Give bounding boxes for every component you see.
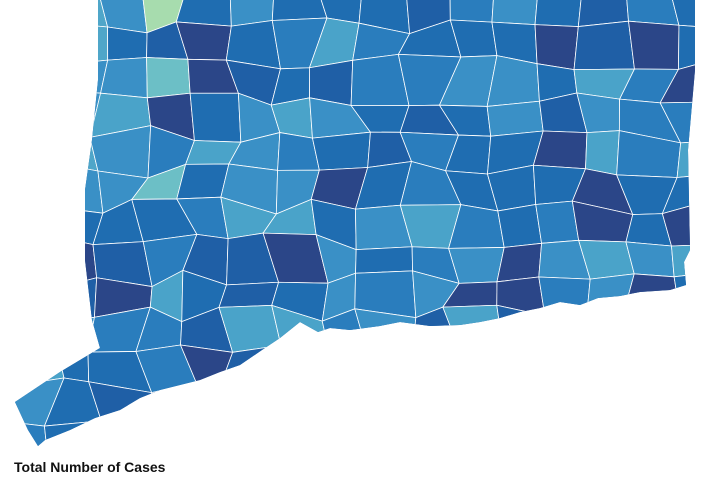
town [394,377,459,429]
town [44,88,102,142]
town [573,20,635,70]
town [449,0,495,23]
town [15,233,63,288]
town [669,0,695,29]
town [15,313,64,351]
town [496,304,546,351]
town [271,0,328,21]
town [44,136,99,172]
town [309,341,367,384]
town [486,100,544,137]
town [442,304,504,351]
town [675,343,695,395]
town [534,0,583,27]
town [146,57,191,99]
town [588,412,638,446]
town [440,387,501,420]
town [61,277,98,321]
town [270,418,326,446]
town [659,101,695,144]
town [532,130,588,170]
town [176,163,230,200]
town [535,412,590,446]
town [310,413,369,446]
town [678,24,695,70]
town [587,306,632,358]
town [353,413,411,446]
town [677,314,695,345]
town [628,20,680,70]
towns [15,0,695,446]
town [621,314,681,358]
town [491,0,539,26]
town [15,162,61,209]
town [15,133,58,171]
town [673,271,695,320]
town [43,420,106,446]
town [55,316,95,353]
town [627,393,677,422]
town [220,377,274,420]
town [538,276,591,317]
town [180,414,239,446]
town [676,140,695,178]
town [15,277,64,321]
town [659,415,695,446]
town [394,413,459,446]
town [585,383,638,418]
town [272,341,328,388]
town [395,342,458,389]
town [585,130,620,176]
town [492,348,546,393]
town [15,61,55,99]
town [107,26,148,61]
town [100,419,144,446]
town [15,21,55,66]
town [15,0,55,27]
town [659,57,695,104]
town [309,380,363,426]
town [52,0,109,28]
town [454,413,503,446]
town [100,57,148,99]
town [534,24,579,71]
town [44,59,109,94]
town [544,306,591,356]
town [497,204,543,248]
town [628,343,679,395]
town [535,200,580,244]
town [355,246,413,274]
town [440,342,504,392]
town [56,162,104,214]
town [270,382,312,425]
town [671,243,695,278]
town [499,418,547,446]
town [353,377,397,429]
town [185,377,224,416]
town [52,21,109,66]
town [140,414,187,446]
town [587,273,635,319]
town [15,88,46,143]
town [535,383,589,430]
town [311,131,371,171]
town [361,347,414,382]
town [672,387,695,422]
town [585,354,632,395]
town [218,281,280,308]
legend-title: Total Number of Cases [14,459,166,475]
town [542,348,591,387]
town [189,92,242,143]
town [492,385,544,430]
town [15,205,61,243]
town [632,416,674,446]
town [219,413,275,446]
town [496,242,542,283]
